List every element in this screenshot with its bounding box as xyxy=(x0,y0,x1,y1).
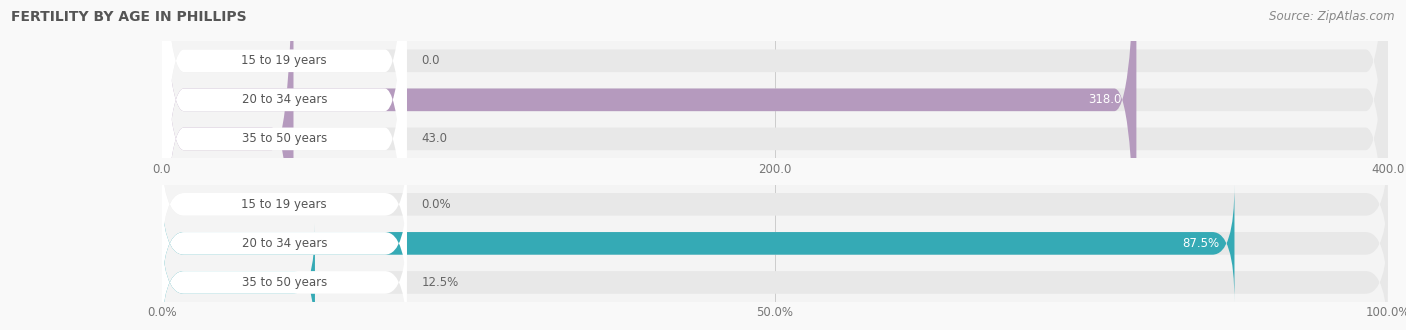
Text: 318.0: 318.0 xyxy=(1088,93,1122,106)
FancyBboxPatch shape xyxy=(162,0,406,330)
Text: Source: ZipAtlas.com: Source: ZipAtlas.com xyxy=(1270,10,1395,23)
FancyBboxPatch shape xyxy=(162,0,1388,330)
FancyBboxPatch shape xyxy=(162,0,294,330)
FancyBboxPatch shape xyxy=(162,223,1388,330)
FancyBboxPatch shape xyxy=(162,184,1388,302)
FancyBboxPatch shape xyxy=(162,184,1234,302)
Text: 15 to 19 years: 15 to 19 years xyxy=(242,198,328,211)
FancyBboxPatch shape xyxy=(162,0,406,330)
FancyBboxPatch shape xyxy=(162,0,1388,330)
Text: 43.0: 43.0 xyxy=(422,132,447,146)
Text: 12.5%: 12.5% xyxy=(422,276,458,289)
Text: 35 to 50 years: 35 to 50 years xyxy=(242,276,328,289)
FancyBboxPatch shape xyxy=(162,223,315,330)
FancyBboxPatch shape xyxy=(162,0,1136,330)
FancyBboxPatch shape xyxy=(162,0,1388,330)
Text: 20 to 34 years: 20 to 34 years xyxy=(242,93,328,106)
FancyBboxPatch shape xyxy=(162,145,1388,263)
Text: 15 to 19 years: 15 to 19 years xyxy=(242,54,328,67)
FancyBboxPatch shape xyxy=(162,184,406,302)
FancyBboxPatch shape xyxy=(162,223,406,330)
FancyBboxPatch shape xyxy=(162,0,406,330)
Text: 87.5%: 87.5% xyxy=(1182,237,1220,250)
FancyBboxPatch shape xyxy=(162,145,406,263)
Text: FERTILITY BY AGE IN PHILLIPS: FERTILITY BY AGE IN PHILLIPS xyxy=(11,10,247,24)
Text: 20 to 34 years: 20 to 34 years xyxy=(242,237,328,250)
Text: 35 to 50 years: 35 to 50 years xyxy=(242,132,328,146)
Text: 0.0: 0.0 xyxy=(422,54,440,67)
Text: 0.0%: 0.0% xyxy=(422,198,451,211)
